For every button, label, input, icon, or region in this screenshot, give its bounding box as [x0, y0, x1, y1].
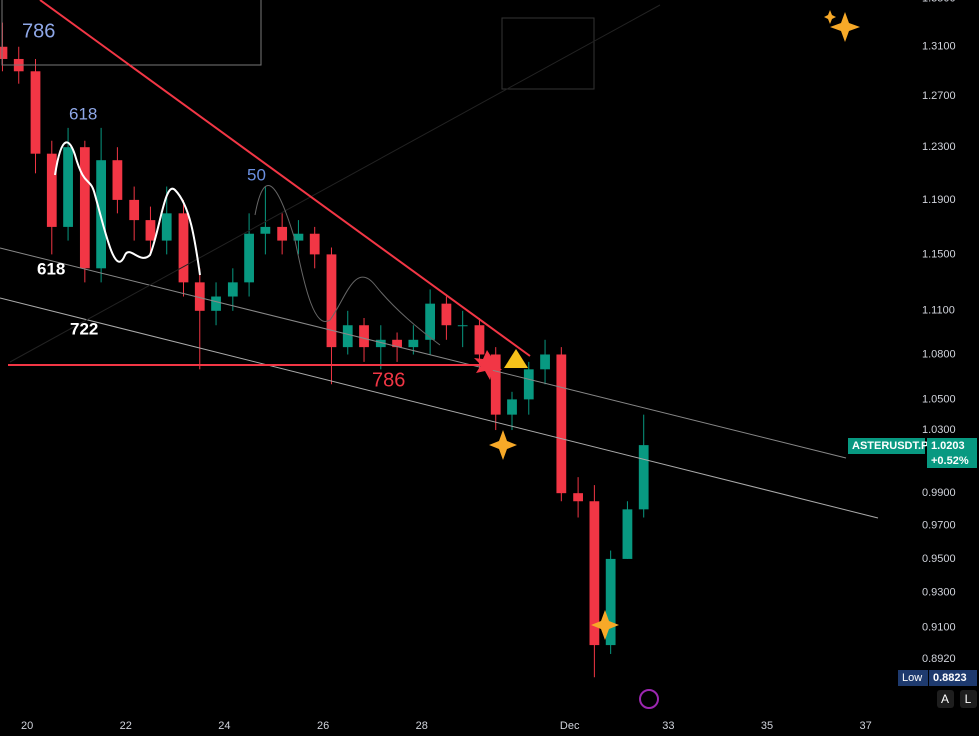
indicator-curve	[54, 141, 201, 276]
x-tick-label: 24	[218, 720, 230, 732]
candle-body	[638, 445, 649, 510]
y-tick-label: 1.1100	[922, 305, 955, 317]
candle-body	[46, 153, 57, 227]
candle-body	[194, 282, 205, 311]
trend-line	[39, 0, 531, 357]
candle-body	[79, 147, 90, 269]
y-tick-label: 1.0300	[922, 424, 956, 436]
candle-body	[425, 303, 436, 340]
indicator-curve	[254, 185, 441, 346]
y-tick-label: 1.1900	[922, 194, 956, 206]
low-value: 0.8823	[933, 672, 967, 684]
annotations: 786 618 50 618 722 786	[22, 20, 405, 391]
candle-body	[129, 199, 140, 221]
candle-body	[375, 339, 386, 348]
y-tick-label: 0.9900	[922, 487, 956, 499]
button-bg[interactable]	[937, 690, 954, 708]
candle-body	[161, 213, 172, 241]
candle-body	[178, 213, 189, 283]
candle-body	[260, 226, 271, 234]
sparkles	[489, 10, 860, 640]
last-price: 1.0203	[931, 440, 965, 452]
warning	[504, 349, 528, 368]
y-tick-label: 0.9700	[922, 520, 956, 532]
channel-line	[0, 297, 879, 519]
candle-body	[63, 147, 73, 227]
candle-body	[605, 558, 616, 646]
price-tag	[927, 438, 977, 468]
box	[501, 17, 595, 90]
x-tick-label: Dec	[560, 720, 580, 732]
candle-body	[589, 501, 600, 646]
y-tick-label: 1.3100	[922, 41, 956, 53]
y-tick-label: 0.8920	[922, 653, 956, 665]
fib-label: 50	[247, 165, 266, 184]
low-tag	[898, 670, 928, 686]
candle-body	[30, 71, 41, 154]
y-tick-label: 0.9500	[922, 553, 956, 565]
channel-line	[0, 247, 847, 459]
y-tick-label: 1.2700	[922, 90, 956, 102]
x-tick-label: 20	[21, 720, 33, 732]
candle-body	[277, 226, 288, 241]
button-bg[interactable]	[960, 690, 977, 708]
candle-body	[457, 325, 468, 327]
x-tick-label: 22	[120, 720, 132, 732]
y-tick-label: 1.3500	[922, 0, 956, 5]
low-value-tag	[929, 670, 977, 686]
flash-icon	[639, 689, 659, 709]
x-tick-label: 28	[416, 720, 428, 732]
fib-label: 786	[372, 369, 405, 391]
symbol: ASTERUSDT.P	[852, 440, 928, 452]
candle-body	[293, 233, 304, 241]
candle-body	[392, 339, 402, 348]
candle-body	[309, 233, 320, 255]
change: +0.52%	[931, 455, 969, 467]
y-tick-label: 1.2300	[922, 141, 956, 153]
x-tick-label: 37	[860, 720, 872, 732]
candle-body	[342, 325, 353, 348]
symbol-tag	[848, 438, 925, 454]
button[interactable]: L	[965, 692, 972, 706]
candle-body	[326, 254, 337, 348]
candle-body	[523, 369, 534, 400]
candle-body	[359, 325, 369, 348]
candle-body	[556, 354, 567, 494]
candle-body	[0, 46, 8, 59]
candle-body	[408, 339, 419, 348]
fib-label: 722	[70, 319, 98, 338]
candle-body	[540, 354, 550, 370]
button[interactable]: A	[941, 692, 949, 706]
burst	[474, 350, 502, 380]
candle-body	[573, 493, 583, 502]
y-tick-label: 1.1500	[922, 248, 956, 260]
candle-body	[441, 303, 452, 326]
low-label: Low	[902, 672, 922, 684]
y-tick-label: 0.9300	[922, 587, 956, 599]
y-tick-label: 1.0800	[922, 348, 956, 360]
candle-body	[112, 160, 123, 200]
fib-label: 618	[37, 259, 65, 278]
fib-label: 618	[69, 104, 97, 123]
candle-body	[227, 282, 238, 297]
y-tick-label: 1.0500	[922, 393, 956, 405]
x-tick-label: 33	[662, 720, 674, 732]
candle-body	[244, 233, 254, 283]
fib-box	[1, 0, 262, 66]
drawings	[0, 0, 977, 709]
candle-body	[474, 325, 485, 355]
fib-label: 786	[22, 20, 55, 42]
candle-body	[145, 220, 156, 241]
candle-body	[211, 296, 221, 311]
diag-line	[9, 4, 661, 363]
candle-body	[507, 399, 517, 415]
candle-body	[490, 354, 501, 415]
candle-body	[622, 509, 633, 559]
y-tick-label: 0.9100	[922, 621, 956, 633]
x-tick-label: 35	[761, 720, 773, 732]
x-tick-label: 26	[317, 720, 329, 732]
